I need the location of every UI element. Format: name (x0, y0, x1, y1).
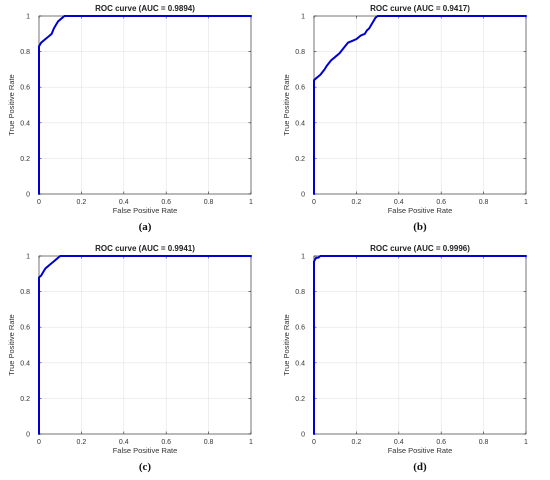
figure-caption: (b) (413, 221, 427, 233)
y-tick-label: 0.6 (295, 85, 305, 92)
x-tick-label: 0 (312, 199, 316, 206)
y-tick-label: 0.6 (295, 325, 305, 332)
x-tick-label: 0.8 (479, 439, 489, 446)
y-tick-label: 0.8 (20, 289, 30, 296)
axes: 0 0.2 0.4 0.6 0.8 1 0 0.2 0.4 0.6 0.8 1 (295, 14, 528, 207)
x-tick-label: 0.6 (161, 439, 171, 446)
y-tick-label: 0.4 (20, 360, 30, 367)
figure-caption: (c) (139, 461, 152, 473)
y-tick-label: 0.2 (295, 396, 305, 403)
grid (313, 15, 527, 195)
chart-svg: 0 0.2 0.4 0.6 0.8 1 0 0.2 0.4 0.6 0.8 1 ROC curve (… (282, 4, 528, 233)
x-axis-label: False Positive Rate (113, 446, 178, 455)
x-tick-label: 0.6 (436, 439, 446, 446)
y-tick-label: 0 (301, 432, 305, 439)
roc-chart-b: 0 0.2 0.4 0.6 0.8 1 0 0.2 0.4 0.6 0.8 1 ROC curve (… (275, 0, 550, 240)
chart-title: ROC curve (AUC = 0.9941) (95, 244, 195, 253)
y-tick-label: 1 (26, 14, 30, 21)
y-tick-label: 0.4 (295, 120, 305, 127)
x-axis-label: False Positive Rate (388, 206, 453, 215)
y-axis-label: True Positive Rate (7, 74, 16, 135)
plot-frame (313, 255, 527, 435)
x-tick-label: 1 (524, 439, 528, 446)
chart-title: ROC curve (AUC = 0.9894) (95, 4, 195, 13)
x-tick-label: 0.6 (436, 199, 446, 206)
y-tick-label: 0.2 (20, 396, 30, 403)
x-tick-label: 1 (524, 199, 528, 206)
y-tick-label: 0.8 (295, 289, 305, 296)
chart-title: ROC curve (AUC = 0.9417) (370, 4, 470, 13)
y-tick-label: 1 (301, 14, 305, 21)
y-tick-label: 0.4 (20, 120, 30, 127)
roc-curve-line (313, 15, 527, 195)
chart-title: ROC curve (AUC = 0.9996) (370, 244, 470, 253)
x-tick-label: 0.4 (119, 199, 129, 206)
roc-curve-line (38, 15, 252, 195)
y-tick-label: 0 (26, 192, 30, 199)
x-tick-label: 0.8 (479, 199, 489, 206)
grid (38, 255, 252, 435)
roc-chart-c: 0 0.2 0.4 0.6 0.8 1 0 0.2 0.4 0.6 0.8 1 ROC curve (… (0, 240, 275, 480)
chart-svg: 0 0.2 0.4 0.6 0.8 1 0 0.2 0.4 0.6 0.8 1 ROC curve (… (7, 244, 253, 473)
y-tick-label: 0 (301, 192, 305, 199)
y-axis-label: True Positive Rate (7, 314, 16, 375)
x-tick-label: 0.2 (352, 439, 362, 446)
x-tick-label: 0.2 (77, 199, 87, 206)
y-tick-label: 0.4 (295, 360, 305, 367)
x-tick-label: 0.6 (161, 199, 171, 206)
axes: 0 0.2 0.4 0.6 0.8 1 0 0.2 0.4 0.6 0.8 1 (20, 254, 253, 447)
x-tick-label: 1 (249, 439, 253, 446)
x-axis-label: False Positive Rate (113, 206, 178, 215)
axes: 0 0.2 0.4 0.6 0.8 1 0 0.2 0.4 0.6 0.8 1 (295, 254, 528, 447)
figure-caption: (d) (413, 461, 427, 473)
x-tick-label: 0.2 (77, 439, 87, 446)
y-tick-label: 0.6 (20, 325, 30, 332)
plot-frame (38, 255, 252, 435)
axes: 0 0.2 0.4 0.6 0.8 1 0 0.2 0.4 0.6 0.8 1 (20, 14, 253, 207)
x-tick-label: 0 (37, 199, 41, 206)
y-tick-label: 0.2 (20, 156, 30, 163)
y-tick-label: 0.8 (295, 49, 305, 56)
chart-svg: 0 0.2 0.4 0.6 0.8 1 0 0.2 0.4 0.6 0.8 1 ROC curve (… (282, 244, 528, 473)
y-axis-label: True Positive Rate (282, 314, 291, 375)
grid (313, 255, 527, 435)
plot-frame (38, 15, 252, 195)
grid (38, 15, 252, 195)
chart-svg: 0 0.2 0.4 0.6 0.8 1 0 0.2 0.4 0.6 0.8 1 ROC curve (… (7, 4, 253, 233)
y-tick-label: 0.2 (295, 156, 305, 163)
x-tick-label: 0.4 (119, 439, 129, 446)
figure-caption: (a) (139, 221, 152, 233)
x-tick-label: 0.2 (352, 199, 362, 206)
y-tick-label: 1 (26, 254, 30, 261)
roc-chart-a: 0 0.2 0.4 0.6 0.8 1 0 0.2 0.4 0.6 0.8 1 ROC curve (… (0, 0, 275, 240)
x-tick-label: 0 (37, 439, 41, 446)
y-tick-label: 0 (26, 432, 30, 439)
x-tick-label: 0.8 (204, 199, 214, 206)
x-tick-label: 0.4 (394, 439, 404, 446)
y-axis-label: True Positive Rate (282, 74, 291, 135)
y-tick-label: 0.6 (20, 85, 30, 92)
y-tick-label: 1 (301, 254, 305, 261)
roc-curve-line (38, 255, 252, 435)
x-tick-label: 0 (312, 439, 316, 446)
roc-chart-d: 0 0.2 0.4 0.6 0.8 1 0 0.2 0.4 0.6 0.8 1 ROC curve (… (275, 240, 550, 480)
x-tick-label: 0.8 (204, 439, 214, 446)
x-tick-label: 0.4 (394, 199, 404, 206)
x-tick-label: 1 (249, 199, 253, 206)
plot-frame (313, 15, 527, 195)
roc-curve-line (313, 255, 527, 435)
x-axis-label: False Positive Rate (388, 446, 453, 455)
y-tick-label: 0.8 (20, 49, 30, 56)
